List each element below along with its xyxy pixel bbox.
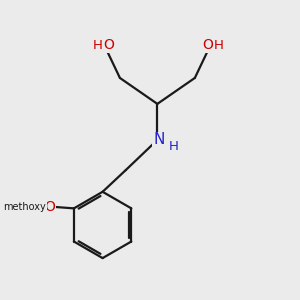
Text: N: N	[153, 132, 164, 147]
Text: H: H	[168, 140, 178, 153]
Text: O: O	[103, 38, 114, 52]
Text: H: H	[214, 39, 224, 52]
Text: methoxy: methoxy	[4, 202, 46, 212]
Text: H: H	[92, 39, 102, 52]
Text: O: O	[44, 200, 55, 214]
Text: O: O	[202, 38, 213, 52]
